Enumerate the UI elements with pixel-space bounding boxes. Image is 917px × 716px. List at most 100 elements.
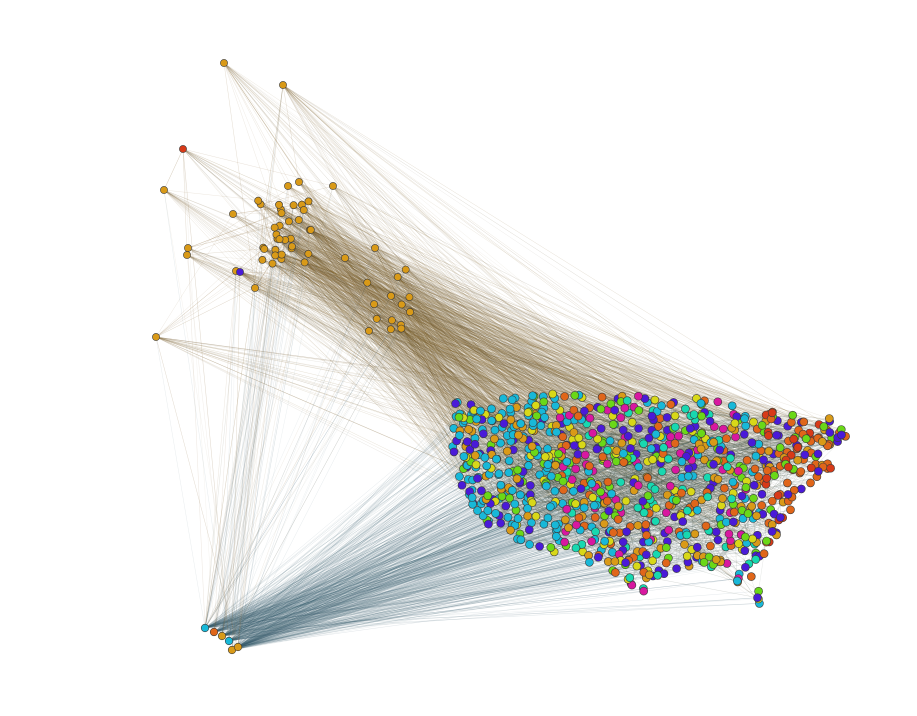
graph-edge (332, 185, 460, 418)
graph-node (587, 537, 596, 546)
graph-edge (281, 212, 468, 466)
graph-edge (309, 229, 633, 443)
graph-edge (409, 311, 467, 447)
graph-edge (303, 209, 461, 415)
graph-edge (275, 255, 641, 509)
graph-node (682, 530, 692, 540)
graph-node (306, 225, 315, 234)
graph-edge (281, 213, 489, 525)
graph-edge (368, 330, 594, 472)
graph-node (406, 308, 414, 316)
graph-edge (228, 490, 482, 642)
graph-node (543, 460, 553, 469)
graph-edge (237, 562, 626, 648)
graph-edge (405, 269, 714, 465)
graph-node (651, 429, 661, 439)
graph-edge (213, 431, 556, 633)
graph-node (617, 438, 627, 448)
graph-edge (204, 500, 789, 629)
graph-edge (290, 238, 671, 487)
graph-node (664, 525, 674, 535)
graph-edge (204, 603, 760, 629)
graph-edge (262, 259, 676, 416)
graph-edge (293, 205, 471, 420)
graph-node (713, 535, 723, 545)
graph-edge (309, 229, 509, 494)
graph-edge (237, 562, 590, 648)
graph-edge (231, 408, 492, 651)
graph-edge (291, 248, 577, 526)
graph-edge (264, 248, 509, 473)
graph-edge (231, 456, 468, 651)
graph-node (747, 501, 757, 511)
graph-node (550, 486, 560, 496)
graph-node (622, 527, 631, 537)
graph-node (801, 434, 811, 444)
graph-node (473, 474, 482, 483)
graph-edge (163, 189, 521, 424)
graph-edge (213, 436, 702, 633)
graph-edge (280, 209, 761, 451)
graph-edge (237, 428, 454, 648)
graph-node (507, 486, 517, 495)
graph-node (600, 536, 610, 546)
graph-edge (374, 247, 624, 463)
graph-edge (237, 554, 647, 648)
graph-edge (391, 320, 500, 418)
graph-edge (228, 445, 797, 642)
graph-edge (187, 247, 769, 524)
graph-edge (276, 234, 537, 417)
graph-edge (293, 205, 660, 419)
graph-node (633, 481, 643, 490)
graph-edge (237, 436, 702, 648)
graph-edge (231, 560, 653, 651)
graph-edge (310, 229, 601, 493)
graph-node (304, 249, 313, 258)
graph-edge (390, 295, 686, 410)
graph-edge (163, 189, 789, 442)
graph-node (479, 429, 488, 439)
graph-node (487, 416, 496, 425)
graph-edge (204, 438, 794, 629)
graph-edge (374, 247, 810, 434)
graph-edge (223, 62, 781, 518)
graph-edge (401, 328, 492, 455)
graph-edge (332, 185, 811, 442)
graph-edge (262, 259, 842, 430)
graph-edge (260, 204, 529, 416)
graph-node (562, 504, 572, 514)
graph-node (720, 483, 729, 493)
graph-node (541, 481, 551, 491)
graph-edge (332, 185, 767, 416)
graph-node (641, 550, 651, 560)
graph-node (633, 521, 643, 530)
graph-node (576, 484, 586, 494)
graph-edge (374, 247, 697, 438)
graph-edge (237, 451, 691, 648)
graph-edge (204, 522, 769, 629)
graph-node (717, 501, 726, 510)
graph-edge (308, 253, 820, 425)
graph-node (685, 424, 695, 433)
graph-node (727, 494, 737, 504)
graph-edge (237, 530, 511, 648)
graph-node (759, 549, 769, 559)
graph-edge (281, 254, 585, 527)
graph-edge (367, 282, 516, 399)
graph-edge (332, 185, 807, 439)
graph-edge (221, 554, 657, 637)
graph-edge (213, 560, 653, 633)
graph-edge (280, 209, 802, 423)
graph-node (531, 401, 541, 410)
graph-edge (204, 470, 731, 629)
graph-edge (344, 257, 517, 408)
graph-edge (301, 204, 650, 575)
graph-edge (290, 238, 553, 395)
graph-edge (223, 62, 692, 461)
graph-edge (237, 583, 632, 648)
graph-edge (291, 248, 773, 532)
graph-node (526, 481, 535, 490)
graph-edge (304, 262, 464, 418)
graph-edge (281, 258, 761, 451)
graph-edge (277, 238, 487, 500)
